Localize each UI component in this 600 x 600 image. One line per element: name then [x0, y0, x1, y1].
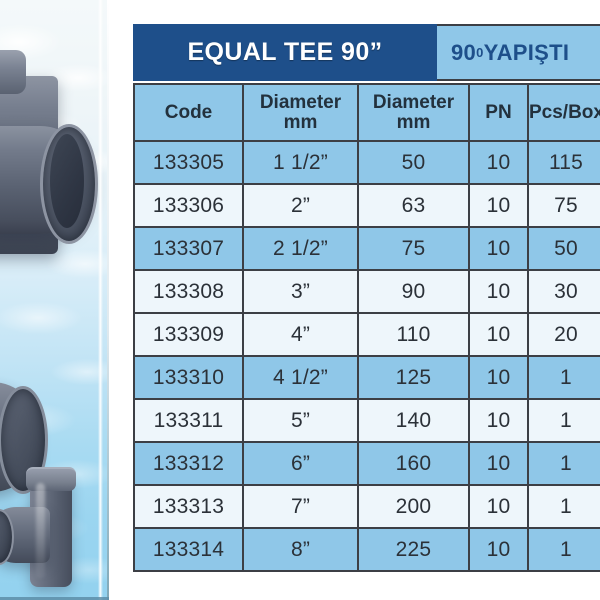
cell-code: 133313 [133, 484, 244, 529]
title-turkish-rest: YAPIŞTI [483, 39, 570, 65]
table-row: 133311 5” 140 10 1 [133, 398, 600, 443]
cell-diameter-mm: 50 [357, 140, 470, 185]
table-row: 133314 8” 225 10 1 [133, 527, 600, 572]
header-line-2: mm [283, 111, 318, 133]
cell-diameter-mm: 90 [357, 269, 470, 314]
header-line-1: PN [485, 101, 512, 123]
cell-diameter-inch: 2 1/2” [242, 226, 359, 271]
cell-diameter-inch: 3” [242, 269, 359, 314]
cell-pcs-box: 75 [527, 183, 600, 228]
cell-pcs-box: 30 [527, 269, 600, 314]
table-row: 133306 2” 63 10 75 [133, 183, 600, 228]
cell-diameter-mm: 225 [357, 527, 470, 572]
cell-diameter-inch: 4 1/2” [242, 355, 359, 400]
table-row: 133308 3” 90 10 30 [133, 269, 600, 314]
cell-code: 133310 [133, 355, 244, 400]
header-line-2: mm [396, 111, 431, 133]
degree-symbol: 0 [476, 45, 484, 60]
header-line-1: Diameter [372, 91, 455, 113]
header-line-1: Code [164, 101, 213, 123]
cell-pcs-box: 1 [527, 398, 600, 443]
cell-pcs-box: 115 [527, 140, 600, 185]
table-row: 133305 1 1/2” 50 10 115 [133, 140, 600, 185]
cell-pn: 10 [468, 527, 529, 572]
column-header-diameter-mm: Diameter mm [357, 83, 470, 142]
large-grey-pvc-tee-fitting [0, 30, 109, 290]
tee-top-collar [26, 467, 76, 491]
panel-edge-gloss [98, 0, 103, 600]
cell-code: 133311 [133, 398, 244, 443]
cell-diameter-inch: 4” [242, 312, 359, 357]
cell-code: 133312 [133, 441, 244, 486]
product-photo-panel [0, 0, 109, 600]
specification-table: Code Diameter mm Diameter mm PN [133, 83, 600, 572]
title-turkish: 90 0 YAPIŞTI [437, 24, 600, 81]
title-english: EQUAL TEE 90” [133, 24, 437, 81]
cell-diameter-inch: 7” [242, 484, 359, 529]
cell-code: 133308 [133, 269, 244, 314]
tee-top-collar [0, 50, 26, 94]
cell-pn: 10 [468, 269, 529, 314]
title-turkish-prefix: 90 [451, 39, 477, 65]
cell-pcs-box: 1 [527, 355, 600, 400]
cell-pn: 10 [468, 183, 529, 228]
cell-code: 133305 [133, 140, 244, 185]
cell-diameter-mm: 200 [357, 484, 470, 529]
cell-diameter-mm: 140 [357, 398, 470, 443]
cell-diameter-inch: 8” [242, 527, 359, 572]
cell-pn: 10 [468, 312, 529, 357]
table-row: 133309 4” 110 10 20 [133, 312, 600, 357]
cell-pn: 10 [468, 398, 529, 443]
cell-diameter-inch: 6” [242, 441, 359, 486]
column-header-pcs-box: Pcs/Box [527, 83, 600, 142]
cell-pn: 10 [468, 441, 529, 486]
cell-pn: 10 [468, 484, 529, 529]
small-grey-pvc-tee-fitting [0, 455, 109, 590]
table-row: 133310 4 1/2” 125 10 1 [133, 355, 600, 400]
spec-sheet-table-area: EQUAL TEE 90” 90 0 YAPIŞTI Code Diameter … [133, 24, 600, 572]
table-row: 133307 2 1/2” 75 10 50 [133, 226, 600, 271]
cell-pn: 10 [468, 140, 529, 185]
cell-diameter-mm: 110 [357, 312, 470, 357]
cell-pcs-box: 1 [527, 484, 600, 529]
spec-title-bar: EQUAL TEE 90” 90 0 YAPIŞTI [133, 24, 600, 81]
table-header-row: Code Diameter mm Diameter mm PN [133, 83, 600, 142]
cell-pcs-box: 20 [527, 312, 600, 357]
panel-bottom-border [0, 597, 109, 600]
cell-diameter-mm: 160 [357, 441, 470, 486]
table-body: 133305 1 1/2” 50 10 115 133306 2” 63 10 75 133307 2… [133, 140, 600, 572]
cell-diameter-mm: 63 [357, 183, 470, 228]
cell-pn: 10 [468, 226, 529, 271]
panel-right-border [107, 0, 109, 600]
cell-diameter-inch: 2” [242, 183, 359, 228]
header-line-1: Diameter [259, 91, 342, 113]
cell-code: 133314 [133, 527, 244, 572]
column-header-code: Code [133, 83, 244, 142]
table-row: 133312 6” 160 10 1 [133, 441, 600, 486]
cell-pcs-box: 1 [527, 441, 600, 486]
tee-highlight [36, 483, 45, 579]
cell-pcs-box: 50 [527, 226, 600, 271]
table-row: 133313 7” 200 10 1 [133, 484, 600, 529]
cell-code: 133306 [133, 183, 244, 228]
column-header-diameter-inch: Diameter mm [242, 83, 359, 142]
tee-socket-bore [50, 134, 84, 228]
cell-code: 133309 [133, 312, 244, 357]
header-line-1: Pcs/Box [529, 101, 600, 123]
cell-diameter-mm: 125 [357, 355, 470, 400]
cell-pcs-box: 1 [527, 527, 600, 572]
column-header-pn: PN [468, 83, 529, 142]
cell-pn: 10 [468, 355, 529, 400]
cell-diameter-inch: 5” [242, 398, 359, 443]
cell-diameter-mm: 75 [357, 226, 470, 271]
cell-diameter-inch: 1 1/2” [242, 140, 359, 185]
cell-code: 133307 [133, 226, 244, 271]
